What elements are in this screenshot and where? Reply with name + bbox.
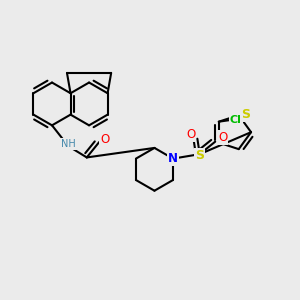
Text: O: O (186, 128, 195, 141)
Text: S: S (241, 108, 250, 121)
Text: NH: NH (61, 139, 76, 149)
Text: O: O (218, 131, 227, 144)
Text: Cl: Cl (230, 115, 242, 125)
Text: O: O (100, 133, 109, 146)
Text: S: S (195, 149, 204, 162)
Text: N: N (168, 152, 178, 165)
